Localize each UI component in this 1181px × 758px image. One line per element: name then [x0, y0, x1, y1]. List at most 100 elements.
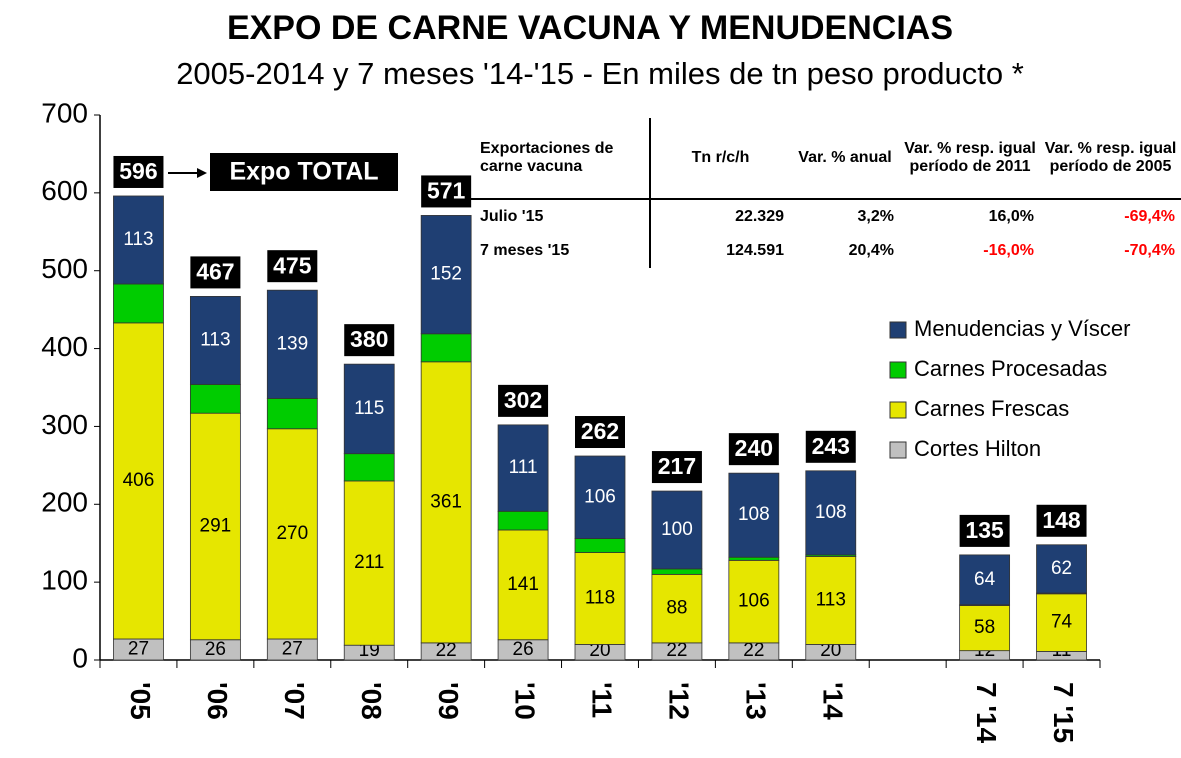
- data-label: 64: [974, 569, 996, 590]
- total-box: [651, 451, 702, 484]
- bar-segment: [574, 455, 626, 539]
- bar-segment: [1036, 544, 1087, 594]
- x-tick-label: '13: [740, 682, 771, 720]
- bar-segment: [420, 333, 472, 363]
- total-box: [498, 384, 549, 417]
- table-cell: 7 meses '15: [470, 234, 651, 268]
- total-box: [805, 430, 856, 463]
- y-tick-label: 600: [41, 175, 88, 206]
- total-label: 243: [812, 433, 850, 459]
- bar-segment: [189, 296, 241, 385]
- bar-segment: [189, 412, 241, 641]
- data-label: 270: [276, 523, 308, 544]
- bar-segment: [113, 195, 164, 285]
- data-label: 113: [123, 229, 153, 250]
- table-row: 7 meses '15 124.591 20,4% -16,0% -70,4%: [470, 234, 1181, 268]
- bar-segment: [728, 559, 780, 644]
- x-tick-label: '12: [664, 682, 695, 720]
- total-label: 475: [273, 252, 312, 278]
- total-label: 148: [1042, 507, 1081, 533]
- total-label: 571: [427, 178, 466, 204]
- table-cell: Julio '15: [470, 199, 651, 234]
- bar-segment: [651, 573, 703, 644]
- table-cell: 20,4%: [848, 242, 894, 259]
- data-label: 27: [282, 639, 303, 660]
- legend-label: Carnes Frescas: [914, 396, 1069, 421]
- data-label: 106: [584, 486, 616, 507]
- legend-swatch: [889, 321, 907, 339]
- data-label: 108: [738, 504, 770, 525]
- summary-table: Exportaciones de carne vacuna Tn r/c/h Var…: [470, 118, 1181, 268]
- bar-segment: [266, 397, 318, 430]
- table-header: Var. % resp. igual período de 2011: [904, 140, 1036, 175]
- data-label: 291: [200, 515, 232, 536]
- total-label: 135: [965, 517, 1004, 543]
- total-label: 302: [504, 387, 542, 413]
- data-label: 211: [354, 552, 384, 573]
- data-label: 139: [276, 333, 308, 354]
- data-label: 361: [430, 491, 462, 512]
- bar-segment: [189, 383, 241, 414]
- bar-segment: [497, 510, 549, 531]
- data-label: 58: [974, 617, 995, 638]
- bar-segment: [805, 556, 857, 645]
- bar-segment: [651, 568, 703, 575]
- bar-segment: [805, 470, 857, 556]
- total-label: 240: [735, 435, 773, 461]
- total-box: [267, 250, 318, 283]
- x-tick-label: '06: [202, 682, 233, 720]
- table-header: Tn r/c/h: [691, 149, 750, 166]
- table-cell: -16,0%: [983, 242, 1034, 259]
- bar-segment: [959, 554, 1011, 606]
- total-label: 262: [581, 418, 619, 444]
- total-label: 596: [119, 158, 157, 184]
- total-label: 467: [196, 258, 234, 284]
- data-label: 20: [589, 640, 610, 661]
- data-label: 152: [430, 264, 462, 285]
- bar-segment: [959, 605, 1011, 652]
- x-tick-label: '11: [587, 682, 618, 718]
- data-label: 108: [815, 502, 847, 523]
- data-label: 113: [200, 329, 230, 350]
- total-box: [190, 256, 241, 289]
- bar-segment: [266, 289, 318, 399]
- y-tick-label: 700: [41, 97, 88, 128]
- bar-segment: [728, 472, 780, 558]
- data-label: 111: [509, 457, 538, 478]
- total-box: [728, 433, 779, 466]
- x-tick-label: '14: [817, 682, 848, 720]
- bar-segment: [497, 529, 549, 641]
- x-tick-label: '08: [356, 682, 387, 720]
- y-tick-label: 300: [41, 409, 88, 440]
- legend-swatch: [889, 401, 907, 419]
- data-label: 22: [743, 640, 764, 661]
- bar-segment: [113, 322, 164, 640]
- data-label: 113: [816, 589, 846, 610]
- bar-segment: [728, 556, 780, 561]
- data-label: 141: [507, 574, 539, 595]
- data-label: 20: [820, 640, 841, 661]
- data-label: 106: [738, 591, 770, 612]
- bar-segment: [497, 424, 549, 512]
- table-row: Julio '15 22.329 3,2% 16,0% -69,4%: [470, 199, 1181, 234]
- data-label: 100: [661, 519, 693, 540]
- annotation: Expo TOTAL: [229, 158, 378, 186]
- bar-segment: [266, 428, 318, 640]
- chart-subtitle: 2005-2014 y 7 meses '14-'15 - En miles d…: [176, 56, 1024, 91]
- table-header: Exportaciones de carne vacuna: [470, 118, 651, 199]
- x-tick-label: '05: [125, 682, 156, 720]
- bar-segment: [574, 538, 626, 553]
- table-cell: -70,4%: [1124, 242, 1175, 259]
- x-tick-label: '07: [279, 682, 310, 720]
- legend-swatch: [889, 441, 907, 459]
- table-cell: 22.329: [735, 208, 784, 225]
- data-label: 74: [1051, 612, 1073, 633]
- data-label: 26: [513, 639, 534, 660]
- table-header: Var. % anual: [798, 149, 892, 166]
- data-label: 26: [205, 639, 226, 660]
- bar-segment: [420, 361, 472, 644]
- table-cell: 124.591: [726, 242, 784, 259]
- legend-label: Menudencias y Víscer: [914, 316, 1130, 341]
- total-label: 380: [350, 326, 388, 352]
